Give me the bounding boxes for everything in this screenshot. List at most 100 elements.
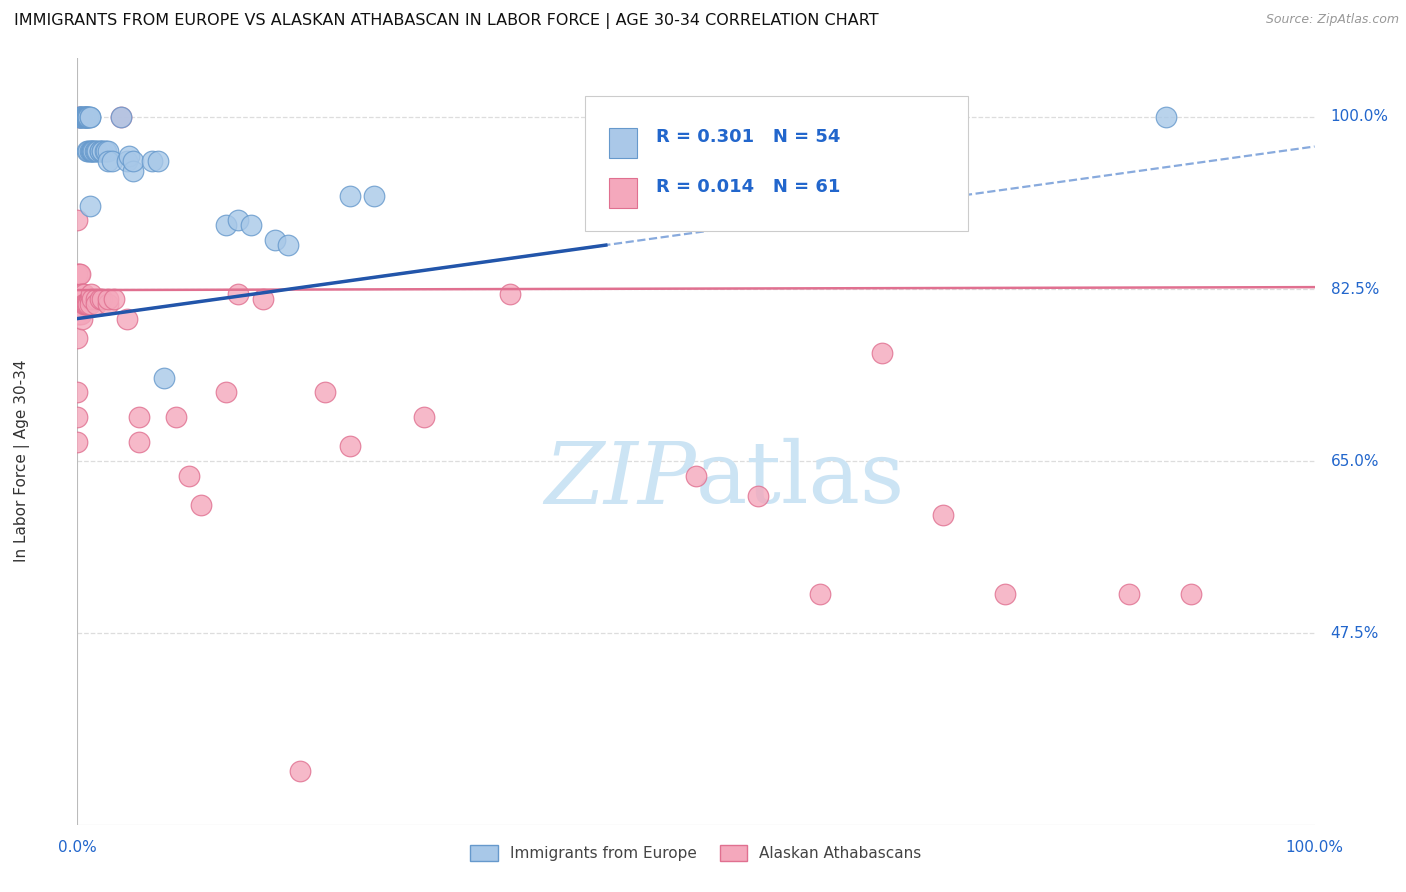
FancyBboxPatch shape (609, 128, 637, 158)
Point (79, 145, 101, 159)
Point (932, 508, 955, 523)
Point (314, 385, 336, 400)
Point (72, 110, 94, 124)
Point (91, 292, 114, 306)
Point (76, 145, 98, 159)
Point (67, 110, 90, 124)
Text: 47.5%: 47.5% (1330, 626, 1379, 640)
Point (84, 297, 107, 311)
Text: 65.0%: 65.0% (1330, 454, 1379, 468)
Point (77, 110, 100, 124)
Point (70, 110, 93, 124)
Point (72, 287, 94, 301)
Point (215, 385, 238, 400)
Point (91, 145, 114, 159)
Point (80, 145, 103, 159)
FancyBboxPatch shape (585, 96, 969, 230)
Point (86, 145, 108, 159)
Point (80, 287, 103, 301)
Point (118, 149, 141, 163)
Point (115, 154, 138, 169)
Point (128, 409, 150, 424)
Point (110, 110, 132, 124)
Point (165, 409, 187, 424)
Point (66, 385, 89, 400)
Point (69, 292, 91, 306)
Point (363, 188, 385, 202)
Point (73, 297, 96, 311)
Point (83, 145, 105, 159)
Point (67, 110, 90, 124)
Point (623, 145, 645, 159)
Point (72, 297, 94, 311)
Legend: Immigrants from Europe, Alaskan Athabascans: Immigrants from Europe, Alaskan Athabasc… (464, 839, 928, 867)
Point (146, 154, 169, 169)
Point (66, 434, 89, 449)
Point (288, 764, 311, 778)
Point (994, 587, 1017, 601)
Text: In Labor Force | Age 30-34: In Labor Force | Age 30-34 (14, 360, 30, 563)
Point (153, 370, 176, 384)
Point (339, 440, 361, 454)
Point (66, 331, 89, 345)
Point (76, 110, 98, 124)
Point (122, 154, 145, 169)
Point (79, 297, 101, 311)
Point (67, 307, 90, 321)
Point (89, 145, 111, 159)
Point (77, 297, 100, 311)
Point (66, 409, 89, 424)
Point (177, 469, 200, 483)
Point (499, 287, 522, 301)
Point (93, 145, 115, 159)
Text: 82.5%: 82.5% (1330, 282, 1379, 297)
Point (66, 287, 89, 301)
Text: 0.0%: 0.0% (58, 840, 97, 855)
Point (226, 287, 249, 301)
Point (1180, 587, 1202, 601)
Point (1118, 587, 1140, 601)
Point (685, 469, 707, 483)
Point (77, 145, 100, 159)
Point (747, 489, 769, 503)
Point (79, 110, 101, 124)
Point (91, 145, 114, 159)
Point (110, 110, 132, 124)
Point (252, 292, 274, 306)
Point (103, 292, 125, 306)
Point (97, 145, 120, 159)
Point (122, 164, 145, 178)
Text: Source: ZipAtlas.com: Source: ZipAtlas.com (1265, 13, 1399, 27)
Point (77, 110, 100, 124)
Point (115, 311, 138, 326)
Point (339, 188, 361, 202)
Point (1154, 110, 1177, 124)
Point (75, 297, 97, 311)
Point (70, 307, 93, 321)
Point (72, 110, 94, 124)
Point (264, 233, 287, 247)
Point (66, 268, 89, 282)
Point (72, 110, 94, 124)
Text: IMMIGRANTS FROM EUROPE VS ALASKAN ATHABASCAN IN LABOR FORCE | AGE 30-34 CORRELAT: IMMIGRANTS FROM EUROPE VS ALASKAN ATHABA… (14, 13, 879, 29)
Point (66, 307, 89, 321)
Text: atlas: atlas (696, 438, 905, 522)
FancyBboxPatch shape (609, 178, 637, 208)
Point (97, 154, 120, 169)
Point (84, 145, 107, 159)
Point (239, 218, 262, 232)
Point (67, 287, 90, 301)
Point (89, 292, 111, 306)
Text: R = 0.301   N = 54: R = 0.301 N = 54 (655, 128, 841, 146)
Point (82, 145, 104, 159)
Point (69, 110, 91, 124)
Point (70, 110, 93, 124)
Point (226, 213, 249, 227)
Point (79, 110, 101, 124)
Text: R = 0.014   N = 61: R = 0.014 N = 61 (655, 178, 841, 196)
Point (82, 292, 104, 306)
Point (412, 409, 434, 424)
Point (72, 311, 94, 326)
Point (67, 268, 90, 282)
Point (79, 198, 101, 212)
